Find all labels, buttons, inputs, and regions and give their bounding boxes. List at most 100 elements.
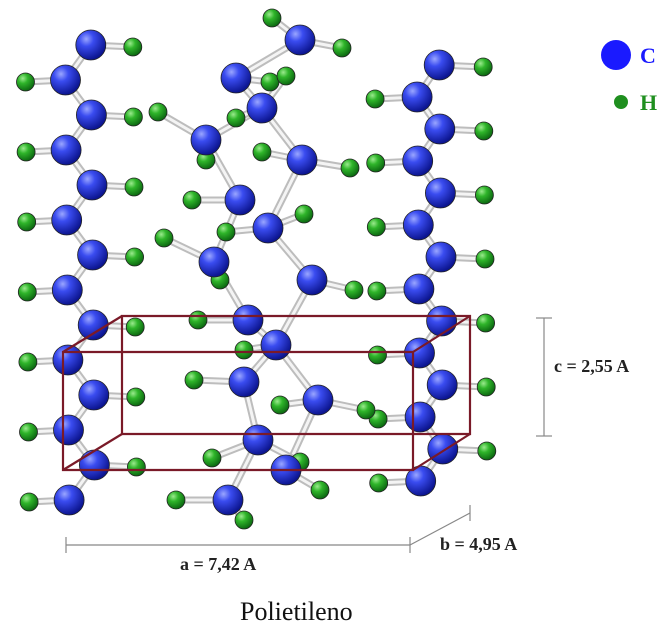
hydrogen-atom bbox=[188, 310, 208, 330]
dim-line-b bbox=[409, 512, 471, 546]
hydrogen-atom bbox=[368, 345, 387, 365]
unit-cell bbox=[61, 314, 472, 472]
hydrogen-atom bbox=[148, 102, 168, 122]
unit-cell-edge bbox=[412, 315, 471, 353]
hydrogen-atom bbox=[366, 153, 386, 173]
carbon-atom bbox=[228, 366, 260, 398]
carbon-atom bbox=[76, 99, 107, 131]
legend: C H bbox=[601, 40, 657, 115]
hydrogen-atom bbox=[474, 185, 494, 205]
hydrogen-atom bbox=[126, 387, 146, 407]
hydrogen-atom bbox=[270, 395, 290, 415]
hydrogen-atom bbox=[262, 8, 282, 28]
hydrogen-atom bbox=[369, 473, 389, 493]
hydrogen-atom bbox=[16, 72, 35, 92]
dimension-c-label: c = 2,55 A bbox=[554, 356, 629, 376]
hydrogen-atom bbox=[340, 158, 360, 178]
hydrogen-atom bbox=[184, 370, 204, 390]
carbon-atom bbox=[246, 92, 278, 124]
carbon-atom bbox=[224, 184, 256, 216]
hydrogen-atom bbox=[344, 280, 364, 300]
carbon-atom bbox=[286, 144, 318, 176]
hydrogen-atom bbox=[476, 377, 496, 397]
hydrogen-atom-layer bbox=[16, 8, 497, 530]
hydrogen-atom bbox=[226, 108, 246, 128]
dimension-lines bbox=[65, 317, 552, 553]
hydrogen-atom bbox=[276, 66, 296, 86]
unit-cell-edge bbox=[62, 315, 123, 353]
hydrogen-atom bbox=[124, 177, 144, 197]
carbon-atom bbox=[77, 239, 108, 271]
unit-cell-edge bbox=[412, 433, 471, 471]
carbon-atom bbox=[198, 246, 230, 278]
carbon-atom bbox=[423, 49, 455, 81]
carbon-atom bbox=[212, 484, 244, 516]
carbon-atom bbox=[427, 433, 459, 465]
carbon-atom bbox=[260, 329, 292, 361]
hydrogen-atom bbox=[16, 142, 36, 162]
hydrogen-atom bbox=[356, 400, 376, 420]
hydrogen-atom bbox=[17, 282, 37, 302]
hydrogen-atom bbox=[234, 340, 254, 360]
carbon-atom bbox=[296, 264, 328, 296]
hydrogen-atom bbox=[252, 142, 272, 162]
legend-carbon-swatch bbox=[601, 40, 631, 70]
hydrogen-atom bbox=[202, 448, 222, 468]
carbon-atom bbox=[403, 273, 435, 305]
carbon-atom bbox=[424, 113, 456, 145]
hydrogen-atom bbox=[123, 37, 143, 57]
carbon-atom bbox=[50, 134, 82, 166]
carbon-atom bbox=[51, 274, 83, 306]
legend-hydrogen-swatch bbox=[614, 95, 628, 109]
hydrogen-atom bbox=[123, 107, 143, 127]
carbon-atom bbox=[252, 212, 284, 244]
carbon-atom bbox=[53, 414, 84, 446]
hydrogen-atom bbox=[234, 510, 254, 530]
carbon-atom bbox=[402, 209, 434, 241]
carbon-atom bbox=[302, 384, 334, 416]
hydrogen-atom bbox=[310, 480, 330, 500]
hydrogen-atom bbox=[475, 249, 495, 269]
dimension-b-label: b = 4,95 A bbox=[440, 534, 517, 554]
hydrogen-atom bbox=[154, 228, 174, 248]
carbon-atom bbox=[75, 29, 107, 61]
carbon-atom bbox=[78, 379, 110, 411]
carbon-atom bbox=[401, 81, 433, 113]
hydrogen-atom bbox=[18, 352, 38, 372]
hydrogen-atom bbox=[365, 89, 385, 109]
legend-carbon-label: C bbox=[640, 43, 656, 68]
hydrogen-atom bbox=[19, 492, 39, 512]
carbon-atom bbox=[426, 305, 458, 337]
hydrogen-atom bbox=[125, 247, 145, 267]
hydrogen-atom bbox=[476, 313, 496, 333]
carbon-atom-layer bbox=[50, 24, 459, 516]
carbon-atom bbox=[426, 369, 458, 401]
carbon-atom bbox=[77, 309, 109, 341]
hydrogen-atom bbox=[182, 190, 202, 210]
carbon-atom bbox=[190, 124, 222, 156]
carbon-atom bbox=[425, 241, 457, 273]
hydrogen-atom bbox=[367, 281, 387, 301]
legend-hydrogen-label: H bbox=[640, 90, 657, 115]
hydrogen-atom bbox=[474, 121, 494, 141]
carbon-atom bbox=[50, 64, 81, 96]
hydrogen-atom bbox=[294, 204, 314, 224]
hydrogen-atom bbox=[332, 38, 352, 58]
carbon-atom bbox=[242, 424, 274, 456]
unit-cell-edge bbox=[62, 433, 123, 471]
hydrogen-atom bbox=[216, 222, 236, 242]
carbon-atom bbox=[402, 145, 434, 177]
carbon-atom bbox=[220, 62, 252, 94]
hydrogen-atom bbox=[477, 441, 497, 461]
carbon-atom bbox=[79, 449, 110, 481]
hydrogen-atom bbox=[260, 72, 280, 92]
carbon-atom bbox=[424, 177, 456, 209]
dimension-a-label: a = 7,42 A bbox=[180, 554, 256, 574]
carbon-atom bbox=[76, 169, 108, 201]
hydrogen-atom bbox=[473, 57, 493, 77]
hydrogen-atom bbox=[366, 217, 386, 237]
carbon-atom bbox=[51, 204, 83, 236]
carbon-atom bbox=[232, 304, 264, 336]
